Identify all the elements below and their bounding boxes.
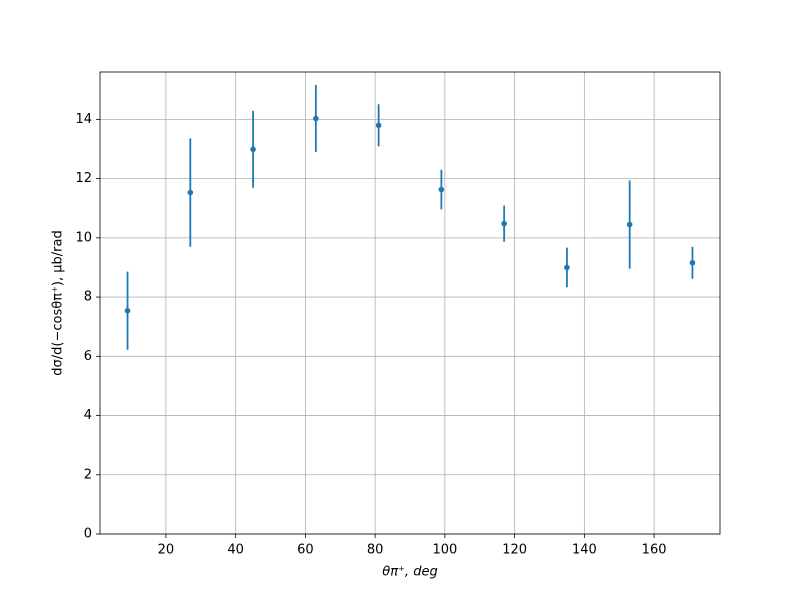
y-tick-label: 6 xyxy=(84,349,92,364)
data-point xyxy=(438,186,445,193)
data-point xyxy=(501,220,507,227)
x-axis-label: θπ⁺, deg xyxy=(382,565,437,580)
data-point xyxy=(124,307,131,314)
data-point xyxy=(313,115,319,122)
data-point xyxy=(375,122,382,129)
y-tick-label: 12 xyxy=(75,171,92,186)
y-tick-label: 0 xyxy=(84,527,92,542)
x-tick-label: 120 xyxy=(502,543,527,558)
data-point xyxy=(626,221,633,228)
x-tick-label: 140 xyxy=(572,543,597,558)
x-tick-label: 20 xyxy=(158,543,175,558)
x-tick-label: 160 xyxy=(642,543,667,558)
y-axis-label: dσ/d(−cosθπ⁺), μb/rad xyxy=(51,230,66,375)
y-tick-label: 14 xyxy=(75,112,92,127)
y-tick-label: 8 xyxy=(84,290,92,305)
x-tick-label: 80 xyxy=(367,543,384,558)
y-tick-label: 2 xyxy=(84,467,92,482)
y-tick-label: 10 xyxy=(75,230,92,245)
x-tick-label: 100 xyxy=(432,543,457,558)
data-point xyxy=(187,189,194,196)
data-point xyxy=(689,259,696,266)
data-point xyxy=(250,146,256,153)
axes-frame xyxy=(99,71,721,535)
y-tick-label: 4 xyxy=(84,408,92,423)
x-tick-label: 60 xyxy=(297,543,314,558)
plot-area xyxy=(100,72,720,535)
data-point xyxy=(564,264,570,271)
x-tick-label: 40 xyxy=(227,543,244,558)
